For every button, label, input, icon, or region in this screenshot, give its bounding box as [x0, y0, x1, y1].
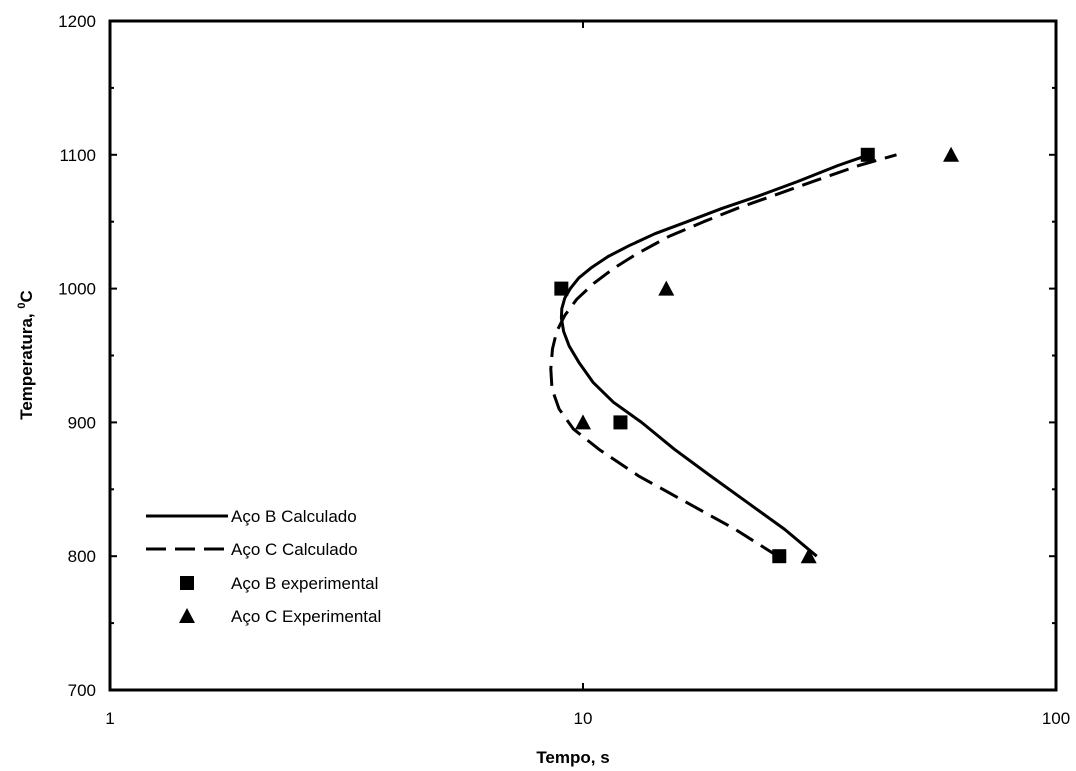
- y-axis-title-main: Temperatura,: [17, 309, 36, 420]
- y-tick-label: 800: [68, 547, 96, 566]
- legend-square-symbol: [180, 576, 194, 590]
- data-point-square: [772, 549, 787, 564]
- data-point-triangle: [658, 280, 675, 296]
- data-point-square: [554, 281, 569, 296]
- series-layer: [549, 146, 960, 564]
- legend-label: Aço C Experimental: [231, 607, 381, 626]
- legend-label: Aço B experimental: [231, 574, 378, 593]
- y-tick-label: 1000: [58, 280, 96, 299]
- y-tick-label: 700: [68, 681, 96, 700]
- y-axis-title: Temperatura, 0C: [16, 290, 36, 420]
- series-line: [559, 153, 870, 558]
- legend: Aço B Calculado Aço C Calculado Aço B expe…: [146, 507, 381, 626]
- legend-triangle-symbol: [179, 608, 195, 623]
- data-point-triangle: [575, 414, 591, 430]
- data-point-square: [613, 415, 628, 430]
- y-axis-title-unit: C: [17, 290, 36, 302]
- y-tick-label: 1100: [59, 146, 96, 165]
- axis-tick-labels: 700 800 900 1000 1100 1200 1 10 100: [58, 12, 1070, 728]
- legend-label: Aço B Calculado: [231, 507, 357, 526]
- legend-label: Aço C Calculado: [231, 540, 358, 559]
- y-tick-label: 900: [68, 413, 96, 432]
- x-tick-label: 100: [1042, 709, 1070, 728]
- x-axis-title: Tempo, s: [536, 748, 609, 767]
- x-tick-label: 1: [105, 709, 114, 728]
- y-tick-label: 1200: [58, 12, 96, 31]
- axis-ticks: [109, 20, 1057, 691]
- data-point-triangle: [800, 548, 817, 564]
- series-line: [549, 153, 897, 558]
- data-point-square: [860, 147, 875, 162]
- data-point-triangle: [943, 146, 960, 162]
- x-tick-label: 10: [574, 709, 593, 728]
- y-axis-title-superscript: 0: [16, 302, 28, 308]
